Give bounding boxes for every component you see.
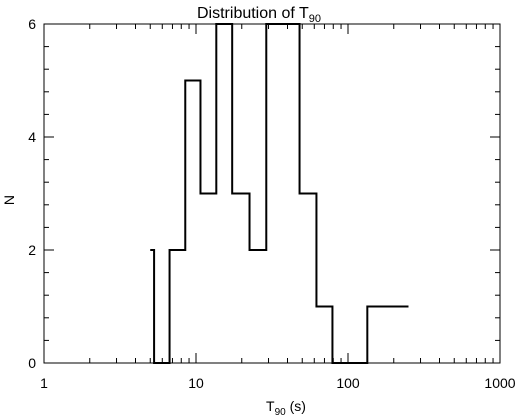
y-tick-label: 2 <box>28 242 36 258</box>
x-tick-label: 1 <box>40 375 48 391</box>
x-axis-ticks: 1 10 100 1000 <box>40 24 516 391</box>
y-axis-ticks: 0 2 4 6 <box>28 16 500 371</box>
y-axis-label: N <box>1 195 17 205</box>
chart-title: Distribution of T90 <box>197 5 321 25</box>
x-tick-label: 100 <box>336 375 360 391</box>
y-tick-label: 0 <box>28 355 36 371</box>
x-tick-label: 1000 <box>484 375 515 391</box>
plot-frame <box>43 23 501 364</box>
y-tick-label: 4 <box>28 129 36 145</box>
y-tick-label: 6 <box>28 16 36 32</box>
x-tick-label: 10 <box>188 375 204 391</box>
x-axis-label: T90 (s) <box>266 398 306 418</box>
histogram-step-line <box>150 23 409 364</box>
